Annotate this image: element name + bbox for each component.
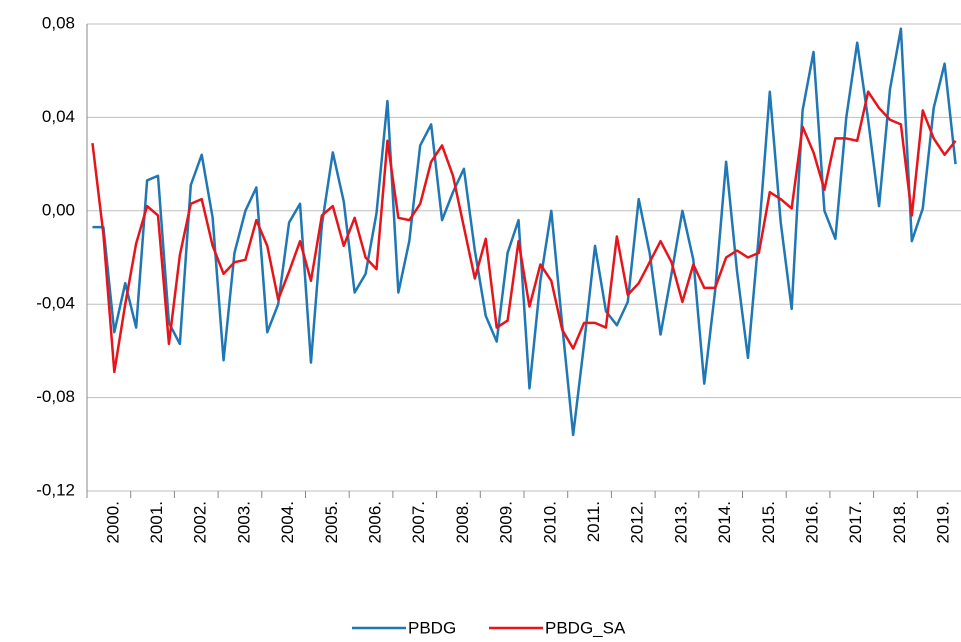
x-tick-label: 2016. xyxy=(803,501,822,544)
x-tick-label: 2009. xyxy=(497,501,516,544)
x-tick-label: 2002. xyxy=(191,501,210,544)
x-tick-label: 2000. xyxy=(103,501,122,544)
x-tick-label: 2015. xyxy=(759,501,778,544)
x-tick-label: 2019. xyxy=(934,501,953,544)
y-tick-label: -0,04 xyxy=(36,294,75,313)
x-tick-label: 2005. xyxy=(322,501,341,544)
x-tick-label: 2010. xyxy=(540,501,559,544)
x-tick-label: 2011. xyxy=(584,501,603,542)
series-line xyxy=(91,90,957,374)
y-tick-label: -0,08 xyxy=(36,387,75,406)
x-tick-label: 2007. xyxy=(409,501,428,544)
x-tick-label: 2012. xyxy=(628,501,647,544)
y-tick-label: -0,12 xyxy=(36,480,75,499)
y-tick-label: 0,04 xyxy=(42,107,75,126)
x-tick-label: 2014. xyxy=(715,501,734,544)
x-tick-label: 2004. xyxy=(278,501,297,544)
legend-label: PBDG_SA xyxy=(545,618,626,637)
x-tick-label: 2008. xyxy=(453,501,472,544)
x-tick-label: 2006. xyxy=(366,501,385,544)
x-tick-label: 2017. xyxy=(846,501,865,544)
x-tick-label: 2003. xyxy=(234,501,253,544)
y-tick-label: 0,08 xyxy=(42,13,75,32)
legend-label: PBDG xyxy=(408,618,456,637)
series-line xyxy=(92,27,957,437)
x-tick-label: 2001. xyxy=(147,501,166,544)
x-tick-label: 2018. xyxy=(890,501,909,544)
y-tick-label: 0,00 xyxy=(42,200,75,219)
x-tick-label: 2013. xyxy=(671,501,690,544)
